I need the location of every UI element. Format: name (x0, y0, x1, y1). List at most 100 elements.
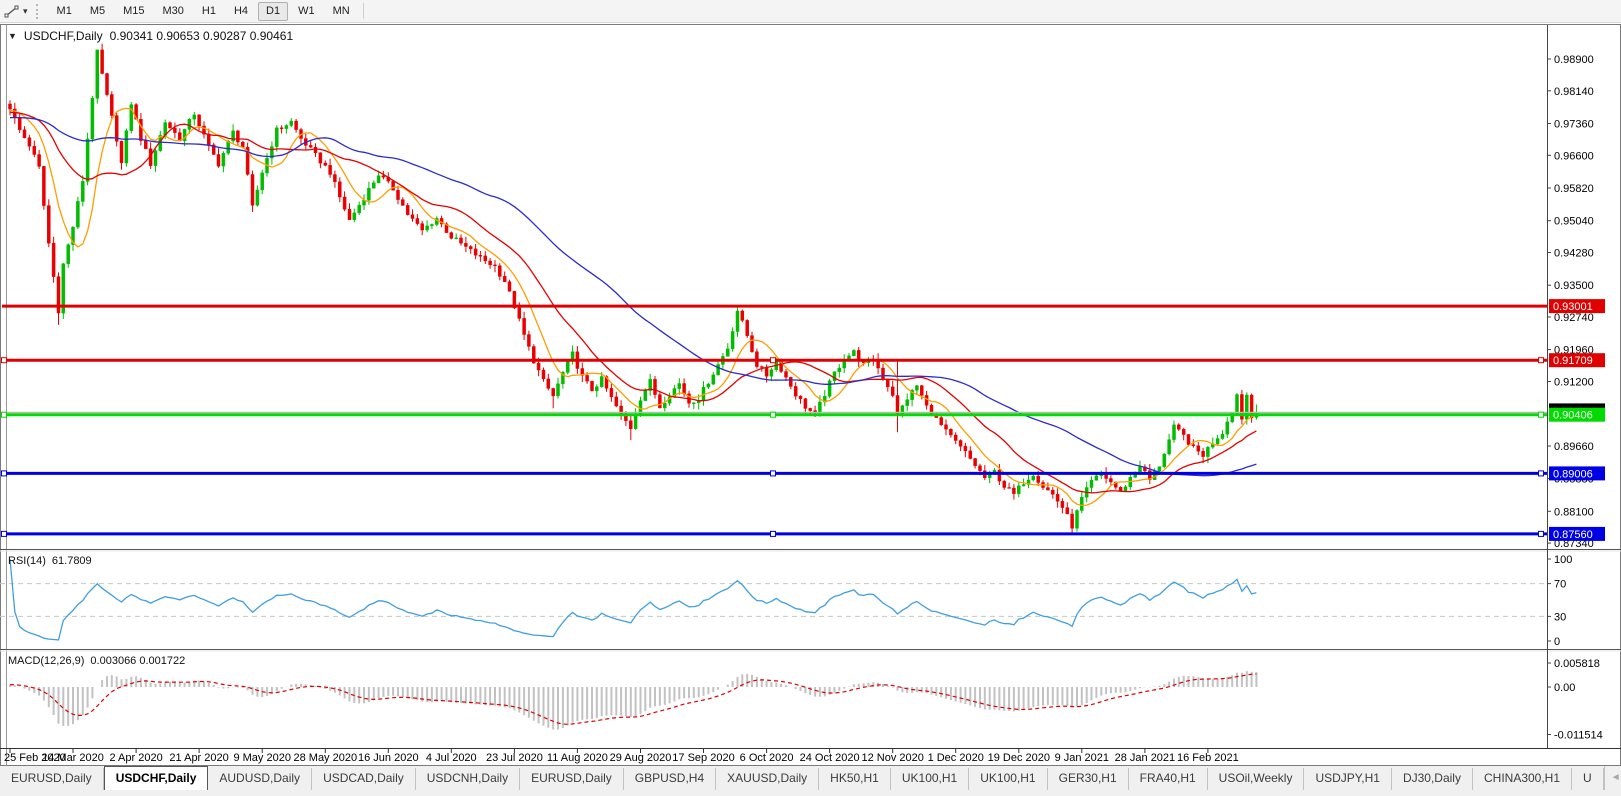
line-handle (1, 357, 7, 364)
line-handle (770, 411, 776, 418)
svg-text:70: 70 (1554, 579, 1566, 591)
rsi-levels (0, 583, 1547, 617)
svg-text:28 May 2020: 28 May 2020 (293, 752, 357, 764)
svg-text:28 Jan 2021: 28 Jan 2021 (1115, 752, 1176, 764)
svg-text:29 Aug 2020: 29 Aug 2020 (610, 752, 672, 764)
chart-tab-usdcad-daily-3[interactable]: USDCAD,Daily (312, 768, 416, 790)
svg-text:0.93001: 0.93001 (1553, 301, 1593, 313)
chart-tab-usdcnh-daily-4[interactable]: USDCNH,Daily (416, 768, 521, 790)
chart-tab-hk50-h1-8[interactable]: HK50,H1 (819, 768, 891, 790)
svg-text:23 Jul 2020: 23 Jul 2020 (486, 752, 543, 764)
macd-axis: 0.005818 0.00 -0.011514 (1547, 658, 1603, 742)
svg-text:0.91200: 0.91200 (1554, 377, 1594, 389)
macd-histogram (9, 671, 1258, 730)
chart-collapse-icon[interactable]: ▼ (8, 31, 17, 41)
timeframe-button-h1[interactable]: H1 (201, 4, 216, 17)
toolbar-separator (362, 3, 364, 19)
line-handle (1538, 357, 1544, 364)
price-axis: 0.98900 0.98140 0.97360 0.96600 0.95820 0.950… (1547, 54, 1594, 550)
svg-text:19 Dec 2020: 19 Dec 2020 (988, 752, 1050, 764)
macd-signal-line (9, 673, 1257, 725)
chart-tab-u-17[interactable]: U (1572, 768, 1604, 790)
svg-text:0.00: 0.00 (1554, 682, 1575, 694)
svg-text:30: 30 (1554, 611, 1566, 623)
svg-text:6 Oct 2020: 6 Oct 2020 (740, 752, 794, 764)
svg-text:9 May 2020: 9 May 2020 (233, 752, 290, 764)
svg-text:0.91709: 0.91709 (1553, 355, 1593, 367)
chart-tab-uk100-h1-10[interactable]: UK100,H1 (969, 768, 1048, 790)
svg-text:0.98140: 0.98140 (1554, 86, 1594, 98)
pane-frame (0, 24, 1621, 766)
svg-text:0.98900: 0.98900 (1554, 54, 1594, 66)
slow-ma-line (9, 116, 1257, 477)
tabs-scroll-left-icon[interactable]: ◄ (1610, 772, 1621, 783)
svg-text:17 Sep 2020: 17 Sep 2020 (672, 752, 734, 764)
svg-text:0.94280: 0.94280 (1554, 248, 1594, 260)
timeframe-button-m30[interactable]: M30 (162, 4, 184, 17)
svg-text:0.92740: 0.92740 (1554, 312, 1594, 324)
svg-text:16 Jun 2020: 16 Jun 2020 (358, 752, 419, 764)
rsi-line (9, 558, 1257, 641)
svg-text:0.97360: 0.97360 (1554, 119, 1594, 131)
line-handle (770, 470, 776, 477)
svg-text:11 Aug 2020: 11 Aug 2020 (547, 752, 608, 764)
chart-tab-xauusd-daily-7[interactable]: XAUUSD,Daily (716, 768, 820, 790)
svg-text:0.96600: 0.96600 (1554, 150, 1594, 162)
chart-tab-usoil-weekly-13[interactable]: USOil,Weekly (1208, 768, 1305, 790)
chart-tab-dj30-daily-15[interactable]: DJ30,Daily (1392, 768, 1473, 790)
draw-tool-button[interactable]: ▾ (2, 3, 30, 20)
svg-text:0.87340: 0.87340 (1554, 538, 1594, 550)
timeframe-button-m5[interactable]: M5 (89, 4, 106, 17)
svg-text:0.93500: 0.93500 (1554, 280, 1594, 292)
timeframe-button-d1[interactable]: D1 (258, 1, 289, 21)
price-chart-svg[interactable]: 0.98900 0.98140 0.97360 0.96600 0.95820 0.950… (0, 24, 1621, 766)
line-handle (1538, 470, 1544, 477)
mid-ma-line (9, 111, 1257, 494)
svg-text:25 Feb 2020: 25 Feb 2020 (4, 752, 66, 764)
rsi-axis: 100 70 30 0 (1547, 554, 1572, 648)
toolbar-grip[interactable] (35, 3, 43, 19)
timeframe-button-w1[interactable]: W1 (298, 4, 315, 17)
svg-text:0.005818: 0.005818 (1554, 658, 1600, 670)
svg-text:9 Jan 2021: 9 Jan 2021 (1055, 752, 1109, 764)
svg-text:14 Mar 2020: 14 Mar 2020 (42, 752, 104, 764)
line-handle (1, 530, 7, 537)
chart-tab-usdjpy-h1-14[interactable]: USDJPY,H1 (1304, 768, 1392, 790)
timeframe-button-m15[interactable]: M15 (123, 4, 145, 17)
timeframe-button-h4[interactable]: H4 (233, 4, 249, 17)
chart-tab-usdchf-daily-1[interactable]: USDCHF,Daily (103, 766, 209, 790)
chart-canvas[interactable]: 0.98900 0.98140 0.97360 0.96600 0.95820 0.950… (0, 24, 1621, 766)
trendline-icon (4, 5, 19, 17)
svg-text:4 Jul 2020: 4 Jul 2020 (426, 752, 477, 764)
svg-text:12 Nov 2020: 12 Nov 2020 (862, 752, 924, 764)
line-handle (770, 530, 776, 537)
timeframe-button-m1[interactable]: M1 (56, 4, 72, 17)
chart-tab-eurusd-daily-0[interactable]: EURUSD,Daily (0, 768, 104, 790)
chart-tab-gbpusd-h4-6[interactable]: GBPUSD,H4 (624, 768, 717, 790)
svg-text:0.89660: 0.89660 (1554, 441, 1594, 453)
line-handle (1, 411, 7, 418)
svg-text:2 Apr 2020: 2 Apr 2020 (109, 752, 162, 764)
svg-text:1 Dec 2020: 1 Dec 2020 (928, 752, 984, 764)
timeframe-toolbar: ▾ M1 M5 M15 M30 H1 H4 D1 W1 MN (0, 0, 1621, 23)
chart-tab-fra40-h1-12[interactable]: FRA40,H1 (1129, 768, 1208, 790)
svg-text:0.90406: 0.90406 (1553, 410, 1593, 422)
svg-text:0.95820: 0.95820 (1554, 183, 1594, 195)
chart-tab-china300-h1-16[interactable]: CHINA300,H1 (1473, 768, 1573, 790)
chart-tab-ger30-h1-11[interactable]: GER30,H1 (1048, 768, 1129, 790)
chart-tab-audusd-daily-2[interactable]: AUDUSD,Daily (208, 768, 313, 790)
chart-tab-uk100-h1-9[interactable]: UK100,H1 (891, 768, 970, 790)
line-handle (1538, 411, 1544, 418)
svg-text:0.88100: 0.88100 (1554, 506, 1594, 518)
line-handle (770, 357, 776, 364)
timeframe-button-mn[interactable]: MN (332, 4, 350, 17)
chart-tab-eurusd-daily-5[interactable]: EURUSD,Daily (520, 768, 624, 790)
chart-tabbar: EURUSD,Daily USDCHF,Daily AUDUSD,Daily USDC… (0, 766, 1621, 790)
line-handle (1, 470, 7, 477)
line-handle (1538, 530, 1544, 537)
svg-text:0.87560: 0.87560 (1553, 529, 1593, 541)
dropdown-caret-icon: ▾ (23, 5, 28, 16)
svg-text:100: 100 (1554, 554, 1572, 566)
svg-text:0: 0 (1554, 636, 1560, 648)
